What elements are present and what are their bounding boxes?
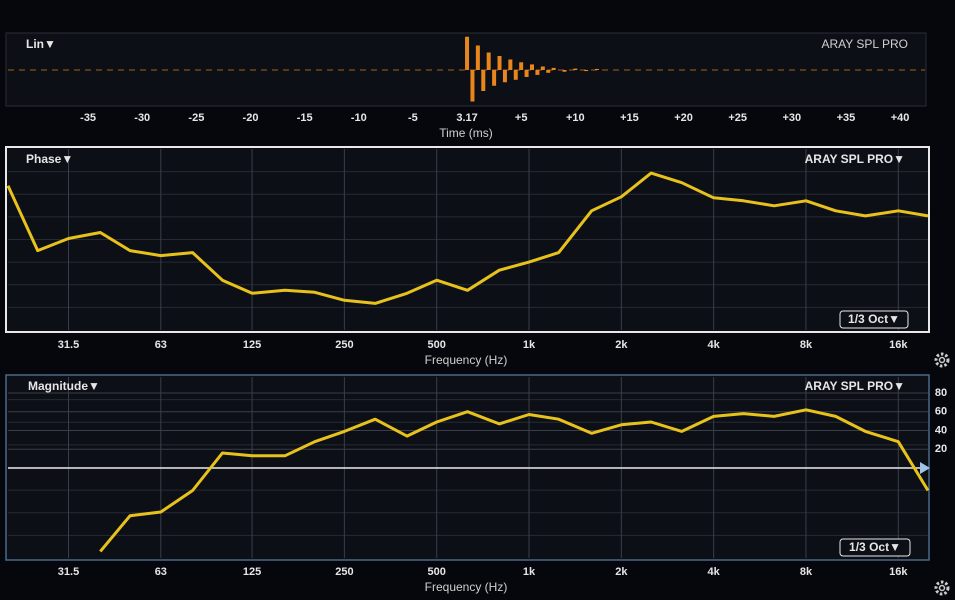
impulse-bar (497, 56, 502, 70)
impulse-bar (513, 70, 518, 80)
impulse-bar (594, 68, 599, 70)
x-tick-label: 8k (800, 566, 813, 578)
y-tick-label: 60 (935, 406, 947, 418)
phase-brand[interactable]: ARAY SPL PRO▼ (805, 152, 905, 166)
impulse-bar (508, 59, 513, 70)
x-tick-label: -10 (351, 112, 367, 124)
x-tick-label: +25 (728, 112, 747, 124)
x-tick-label: 8k (800, 339, 813, 351)
impulse-bar (481, 70, 486, 91)
x-tick-label: +20 (674, 112, 693, 124)
phase-axis-label: Frequency (Hz) (425, 353, 508, 367)
settings-icon[interactable] (934, 580, 950, 596)
impulse-bar (519, 62, 524, 70)
x-tick-label: 16k (889, 339, 908, 351)
smoothing-button[interactable] (839, 538, 911, 557)
x-tick-label: 2k (615, 339, 628, 351)
x-tick-label: 500 (428, 566, 446, 578)
impulse-mode[interactable]: Lin▼ (26, 37, 56, 51)
x-tick-label: 500 (428, 339, 446, 351)
x-tick-label: -25 (188, 112, 204, 124)
y-tick-label: 80 (935, 387, 947, 399)
reference-handle (920, 461, 930, 474)
x-tick-label: 2k (615, 566, 628, 578)
x-tick-label: +30 (782, 112, 801, 124)
impulse-bar (540, 66, 545, 70)
x-tick-label: -15 (297, 112, 313, 124)
x-tick-label: -20 (243, 112, 259, 124)
x-tick-label: +40 (891, 112, 910, 124)
impulse-bar (492, 70, 497, 86)
impulse-bar (535, 70, 540, 75)
impulse-bar (546, 70, 551, 73)
impulse-brand: ARAY SPL PRO (822, 37, 908, 51)
smoothing-button[interactable] (839, 310, 909, 329)
x-tick-label: 1k (523, 566, 536, 578)
impulse-bar (475, 45, 480, 70)
x-tick-label: 4k (708, 566, 721, 578)
x-tick-label: -30 (134, 112, 150, 124)
x-tick-label: -35 (80, 112, 96, 124)
magnitude-brand[interactable]: ARAY SPL PRO▼ (805, 379, 905, 393)
response-curve (6, 171, 929, 305)
impulse-bar (573, 68, 578, 70)
x-tick-label: +10 (566, 112, 585, 124)
x-tick-label: 16k (889, 566, 908, 578)
x-tick-label: 63 (155, 566, 167, 578)
impulse-bar (502, 70, 507, 83)
x-tick-label: 250 (335, 339, 353, 351)
impulse-bar (486, 52, 491, 70)
impulse-bar (470, 70, 475, 102)
x-tick-label: 31.5 (58, 566, 79, 578)
plots: -35 -30 -25 -20 -15 -10 -5 3.17 +5 +10 +15 +20 +25 +3… (6, 36, 947, 578)
x-tick-label: 1k (523, 339, 536, 351)
x-tick-label: +15 (620, 112, 639, 124)
response-curve (99, 408, 930, 553)
impulse-bar (530, 64, 534, 70)
magnitude-mode[interactable]: Magnitude▼ (28, 379, 100, 393)
impulse-bar (562, 70, 567, 72)
phase-mode[interactable]: Phase▼ (26, 152, 73, 166)
x-tick-label: 63 (155, 339, 167, 351)
impulse-bar (551, 67, 556, 70)
y-tick-label: 40 (935, 424, 947, 436)
x-tick-label: 125 (243, 339, 261, 351)
settings-icon[interactable] (934, 352, 950, 368)
x-tick-label: 4k (708, 339, 721, 351)
phase-smoothing[interactable]: 1/3 Oct▼ (848, 312, 900, 326)
magnitude-axis-label: Frequency (Hz) (425, 580, 508, 594)
x-tick-label: -5 (408, 112, 418, 124)
x-tick-label: 31.5 (58, 339, 79, 351)
impulse-bar (465, 36, 470, 70)
x-tick-label: +35 (837, 112, 856, 124)
x-tick-label: 125 (243, 566, 261, 578)
impulse-bar (524, 70, 529, 77)
magnitude-smoothing[interactable]: 1/3 Oct▼ (849, 540, 901, 554)
x-tick-label: 3.17 (456, 112, 477, 124)
x-tick-label: +5 (515, 112, 528, 124)
time-axis-label: Time (ms) (439, 126, 493, 140)
y-tick-label: 20 (935, 443, 947, 455)
impulse-bar (584, 70, 589, 72)
x-tick-label: 250 (335, 566, 353, 578)
